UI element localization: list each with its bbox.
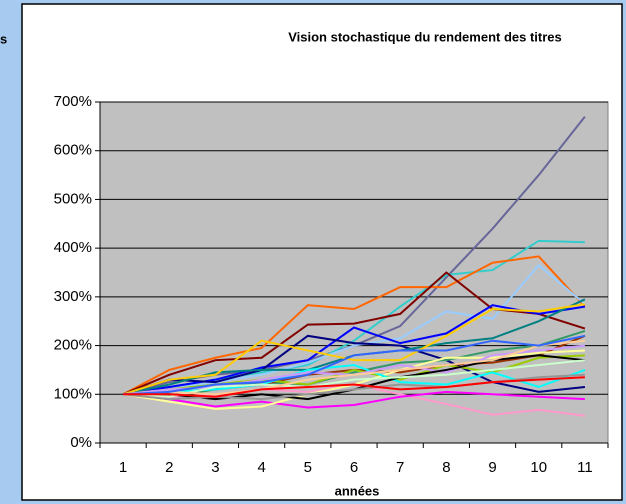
x-tick-label: 1	[119, 459, 127, 476]
x-axis-label: années	[335, 483, 380, 498]
x-tick-label: 5	[304, 459, 312, 476]
y-tick-label: 300%	[54, 288, 92, 305]
x-tick-label: 10	[530, 459, 547, 476]
x-tick-label: 3	[211, 459, 219, 476]
series-line	[122, 303, 586, 396]
series-line	[123, 330, 586, 398]
series-line	[122, 334, 586, 396]
series-line	[122, 263, 586, 396]
x-tick-label: 4	[257, 459, 265, 476]
series-line	[123, 339, 586, 396]
series-line	[122, 255, 586, 396]
series-line	[123, 334, 586, 396]
x-tick-label: 2	[165, 459, 173, 476]
x-tick-label: 11	[577, 459, 593, 476]
y-tick-label: 600%	[54, 142, 92, 159]
x-tick-label: 8	[442, 459, 450, 476]
side-text: s	[0, 31, 7, 46]
y-tick-label: 700%	[54, 93, 92, 110]
y-tick-label: 200%	[54, 337, 92, 354]
y-tick-label: 400%	[54, 239, 92, 256]
series-line	[122, 390, 585, 409]
x-tick-label: 7	[396, 459, 404, 476]
chart-title: Vision stochastique du rendement des tit…	[288, 29, 562, 44]
y-tick-label: 500%	[54, 190, 92, 207]
series-line	[123, 376, 585, 398]
y-tick-label: 0%	[70, 434, 92, 451]
x-tick-label: 6	[350, 459, 358, 476]
x-tick-label: 9	[488, 459, 496, 476]
series-line	[123, 359, 586, 398]
y-tick-label: 100%	[54, 385, 92, 402]
